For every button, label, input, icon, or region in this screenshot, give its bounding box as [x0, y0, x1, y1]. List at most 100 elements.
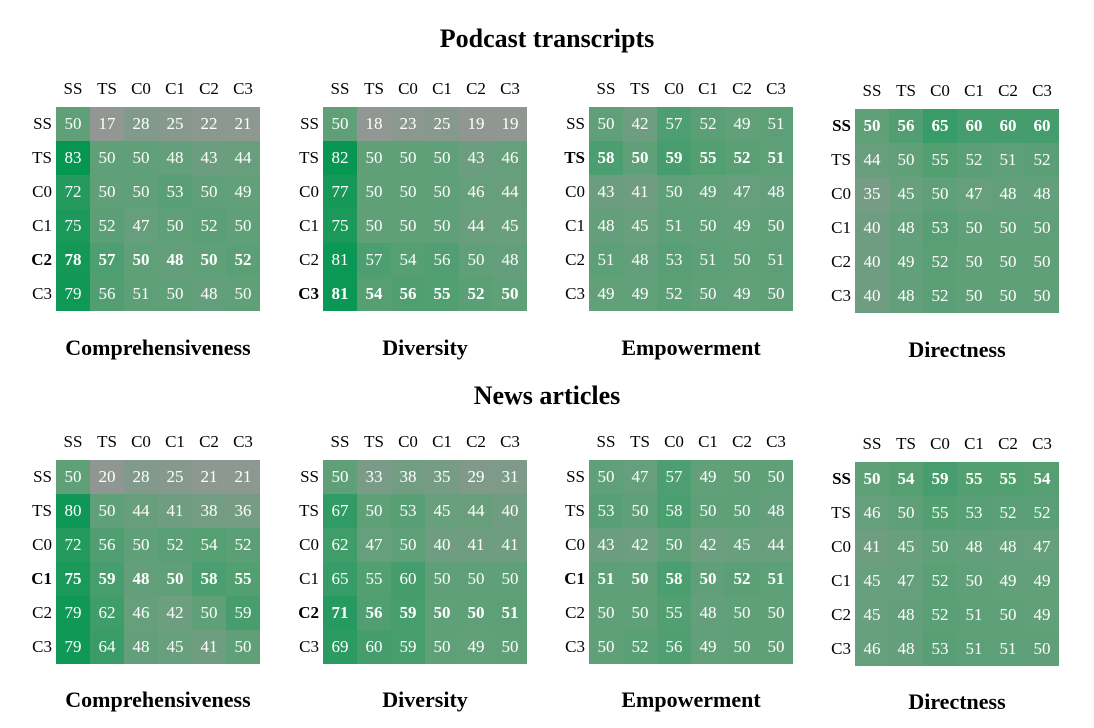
- heatmap-cell: 40: [855, 245, 889, 279]
- chart-title: Directness: [908, 689, 1006, 714]
- heatmap-cell: 51: [493, 596, 527, 630]
- heatmap-cell: 46: [459, 175, 493, 209]
- heatmap-cell: 49: [725, 209, 759, 243]
- heatmap-cell: 81: [323, 277, 357, 311]
- heatmap-cell: 50: [90, 141, 124, 175]
- row-label: C0: [32, 535, 52, 554]
- heatmap-cell: 36: [226, 494, 260, 528]
- heatmap-cell: 60: [357, 630, 391, 664]
- heatmap-cell: 56: [90, 528, 124, 562]
- heatmap-cell: 52: [957, 143, 991, 177]
- heatmap-cell: 83: [56, 141, 90, 175]
- heatmap-cell: 40: [855, 279, 889, 313]
- heatmap-cell: 60: [391, 562, 425, 596]
- heatmap-cell: 55: [991, 462, 1025, 496]
- heatmap-cell: 50: [855, 109, 889, 143]
- heatmap-cell: 58: [657, 494, 691, 528]
- heatmap-cell: 79: [56, 596, 90, 630]
- heatmap-cell: 50: [226, 277, 260, 311]
- heatmap-cell: 48: [991, 530, 1025, 564]
- heatmap-cell: 49: [991, 564, 1025, 598]
- heatmap-cell: 52: [226, 528, 260, 562]
- heatmap-cell: 50: [158, 277, 192, 311]
- heatmap-cell: 51: [991, 632, 1025, 666]
- heatmap-cell: 59: [923, 462, 957, 496]
- heatmap-cell: 46: [855, 632, 889, 666]
- heatmap-cell: 19: [493, 107, 527, 141]
- heatmap-cell: 48: [589, 209, 623, 243]
- heatmap-cell: 71: [323, 596, 357, 630]
- heatmap-cell: 51: [124, 277, 158, 311]
- row-label: TS: [564, 148, 585, 167]
- heatmap-cell: 56: [425, 243, 459, 277]
- heatmap-cell: 48: [623, 243, 657, 277]
- row-label: SS: [566, 467, 585, 486]
- heatmap-cell: 50: [589, 460, 623, 494]
- heatmap-cell: 48: [124, 630, 158, 664]
- row-label: C2: [32, 603, 52, 622]
- heatmap-cell: 52: [1025, 143, 1059, 177]
- heatmap-cell: 50: [459, 596, 493, 630]
- column-label: TS: [364, 432, 384, 451]
- heatmap-cell: 21: [226, 107, 260, 141]
- heatmap-cell: 35: [855, 177, 889, 211]
- heatmap-cell: 44: [759, 528, 793, 562]
- row-label: SS: [300, 114, 319, 133]
- heatmap-cell: 48: [192, 277, 226, 311]
- column-label: C0: [131, 79, 151, 98]
- heatmap-cell: 50: [323, 107, 357, 141]
- heatmap-cell: 50: [124, 243, 158, 277]
- heatmap-cell: 51: [759, 107, 793, 141]
- heatmap-cell: 49: [1025, 598, 1059, 632]
- heatmap-cell: 45: [855, 598, 889, 632]
- heatmap-cell: 48: [493, 243, 527, 277]
- heatmap-cell: 44: [459, 494, 493, 528]
- heatmap-cell: 50: [759, 460, 793, 494]
- row-label: C2: [831, 252, 851, 271]
- heatmap-cell: 51: [589, 562, 623, 596]
- row-label: C2: [298, 603, 319, 622]
- heatmap-cell: 48: [124, 562, 158, 596]
- heatmap-cell: 42: [691, 528, 725, 562]
- heatmap-cell: 31: [493, 460, 527, 494]
- column-label: C0: [398, 79, 418, 98]
- heatmap-cell: 25: [158, 460, 192, 494]
- chart-title: Comprehensiveness: [65, 687, 251, 712]
- row-label: C1: [831, 218, 851, 237]
- column-label: SS: [330, 79, 350, 98]
- heatmap-cell: 57: [657, 107, 691, 141]
- heatmap-cell: 57: [90, 243, 124, 277]
- column-label: C0: [131, 432, 151, 451]
- heatmap-cell: 28: [124, 107, 158, 141]
- heatmap-cell: 47: [725, 175, 759, 209]
- heatmap-cell: 55: [357, 562, 391, 596]
- column-label: C2: [732, 79, 752, 98]
- heatmap-cell: 50: [691, 562, 725, 596]
- row-label: C0: [831, 537, 851, 556]
- heatmap-cell: 50: [957, 211, 991, 245]
- heatmap-cell: 28: [124, 460, 158, 494]
- heatmap-cell: 47: [124, 209, 158, 243]
- heatmap-cell: 50: [357, 141, 391, 175]
- row-label: C3: [299, 637, 319, 656]
- column-label: C1: [165, 432, 185, 451]
- heatmap-cell: 50: [923, 530, 957, 564]
- heatmap-cell: 52: [657, 277, 691, 311]
- heatmap-cell: 49: [459, 630, 493, 664]
- column-label: SS: [862, 81, 882, 100]
- heatmap-cell: 69: [323, 630, 357, 664]
- heatmap-cell: 45: [855, 564, 889, 598]
- row-label: TS: [299, 148, 319, 167]
- heatmap-cell: 75: [323, 209, 357, 243]
- heatmap-cell: 50: [923, 177, 957, 211]
- heatmap-cell: 51: [589, 243, 623, 277]
- heatmap-cell: 50: [391, 175, 425, 209]
- heatmap-cell: 50: [226, 209, 260, 243]
- heatmap-cell: 58: [589, 141, 623, 175]
- heatmap-cell: 52: [923, 598, 957, 632]
- heatmap-cell: 40: [855, 211, 889, 245]
- heatmap-cell: 51: [759, 243, 793, 277]
- row-label: C3: [32, 637, 52, 656]
- column-label: C3: [500, 432, 520, 451]
- heatmap-cell: 50: [1025, 211, 1059, 245]
